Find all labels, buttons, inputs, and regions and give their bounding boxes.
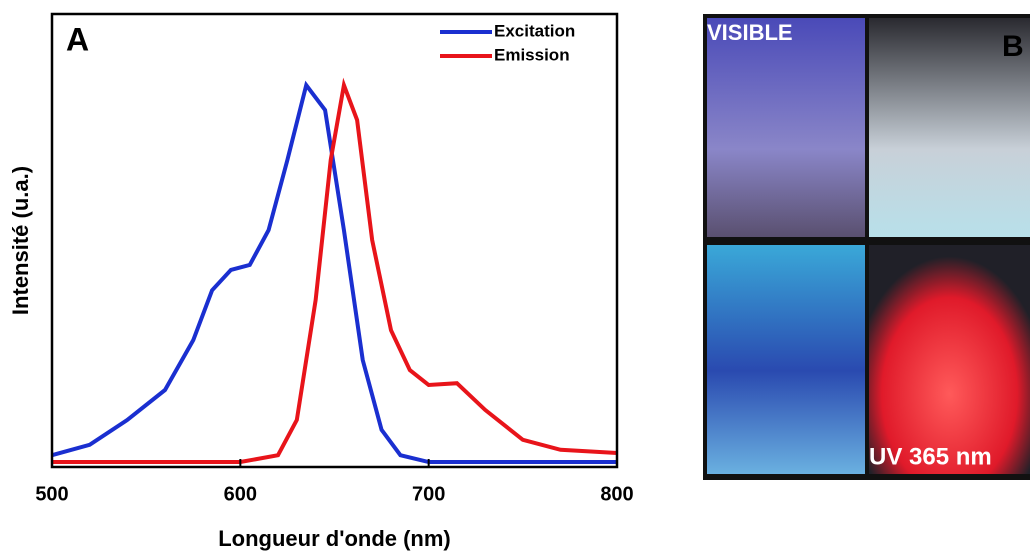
panel-label-a: A [66,21,89,57]
line-series [51,80,617,465]
x-tick-label: 600 [224,483,257,505]
photo-uv-right [869,245,1030,474]
photo-uv-left [707,245,865,474]
line-series [52,77,618,465]
legend-label: Excitation [494,21,575,40]
x-tick-label: 700 [412,483,445,505]
plot-frame [50,12,619,469]
x-tick-label: 500 [35,483,68,505]
panel-label-b: B [1002,30,1024,63]
y-axis-label: Intensité (u.a.) [8,166,33,315]
photo-visible-left [707,18,865,237]
legend-label: Emission [494,45,570,64]
photo-visible-right [869,18,1030,237]
x-tick-label: 800 [600,483,633,505]
photo-panel: VISIBLE B UV 365 nm [703,14,1030,480]
uv-label: UV 365 nm [869,443,992,470]
x-axis-label: Longueur d'onde (nm) [218,526,451,551]
visible-label: VISIBLE [707,20,793,45]
